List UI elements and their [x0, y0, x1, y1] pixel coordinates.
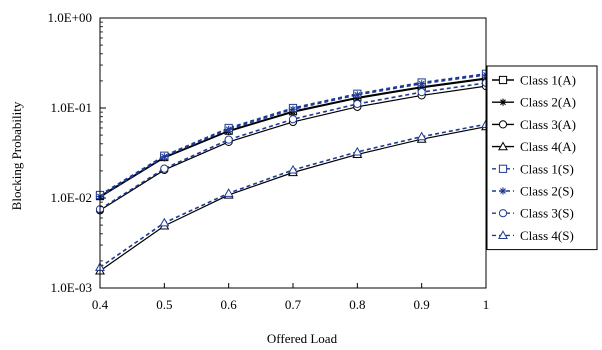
series-line [99, 123, 487, 268]
legend-entry: Class 4(S) [492, 228, 574, 243]
series-4 [95, 121, 491, 275]
legend-entry: Class 3(A) [492, 117, 576, 132]
y-tick-label: 1.0E+00 [47, 10, 92, 25]
y-tick-label: 1.0E-01 [50, 100, 92, 115]
legend-entry: Class 4(A) [492, 139, 576, 154]
marker-square [498, 75, 508, 85]
x-tick-label: 0.5 [156, 297, 172, 312]
legend-label: Class 4(A) [520, 139, 576, 154]
marker-star [418, 80, 426, 88]
legend-label: Class 1(S) [520, 161, 574, 176]
legend-entry: Class 2(S) [492, 184, 574, 199]
y-tick-label: 1.0E-02 [50, 190, 92, 205]
marker-triangle [352, 146, 363, 156]
legend-entry: Class 2(A) [492, 95, 576, 110]
marker-circle [288, 115, 298, 124]
marker-star [225, 125, 233, 133]
legend-entry: Class 1(S) [492, 161, 574, 176]
plot-frame [99, 17, 487, 289]
series-line [99, 74, 487, 198]
legend-label: Class 3(S) [520, 206, 574, 221]
y-axis-title: Blocking Probability [9, 101, 24, 210]
x-axis-title: Offered Load [267, 331, 338, 346]
series-6 [96, 71, 490, 201]
marker-square [498, 164, 508, 173]
marker-circle [224, 135, 233, 144]
marker-triangle [498, 141, 508, 151]
legend-entry: Class 3(S) [492, 206, 574, 221]
marker-star [499, 98, 507, 106]
series-8 [95, 119, 491, 271]
series-line [99, 82, 487, 210]
marker-circle [498, 209, 508, 218]
series-3 [95, 82, 491, 215]
legend-label: Class 2(S) [520, 184, 574, 199]
plot-area [95, 69, 491, 275]
axes: 1.0E+00 1.0E-01 1.0E-02 1.0E-030.4 0.5 0.6 0.7… [47, 10, 489, 312]
legend: Class 1(A) Class 2(A) Class 3(A) Class 4(A)… [486, 65, 598, 251]
x-tick-label: 0.6 [221, 297, 238, 312]
x-tick-label: 1 [483, 297, 490, 312]
legend-label: Class 1(A) [520, 73, 576, 88]
marker-circle [417, 88, 426, 97]
marker-triangle [416, 131, 427, 141]
marker-triangle [223, 188, 234, 197]
series-line [99, 126, 487, 272]
marker-circle [353, 99, 362, 109]
marker-star [353, 91, 361, 99]
x-tick-label: 0.4 [92, 297, 109, 312]
marker-star [499, 187, 507, 195]
x-tick-label: 0.8 [349, 297, 365, 312]
marker-star [160, 153, 168, 161]
legend-label: Class 3(A) [520, 117, 576, 132]
x-tick-label: 0.9 [414, 297, 430, 312]
marker-circle [160, 164, 169, 173]
marker-star [289, 105, 297, 113]
series-7 [95, 78, 491, 214]
legend-label: Class 4(S) [520, 228, 574, 243]
marker-triangle [159, 217, 170, 227]
marker-circle [498, 120, 508, 129]
y-tick-label: 1.0E-03 [50, 280, 92, 295]
legend-label: Class 2(A) [520, 95, 576, 110]
x-tick-label: 0.7 [285, 297, 302, 312]
series-line [99, 77, 487, 197]
marker-triangle [498, 230, 508, 239]
legend-box [486, 65, 598, 251]
legend-entry: Class 1(A) [492, 73, 576, 88]
marker-triangle [288, 164, 298, 174]
